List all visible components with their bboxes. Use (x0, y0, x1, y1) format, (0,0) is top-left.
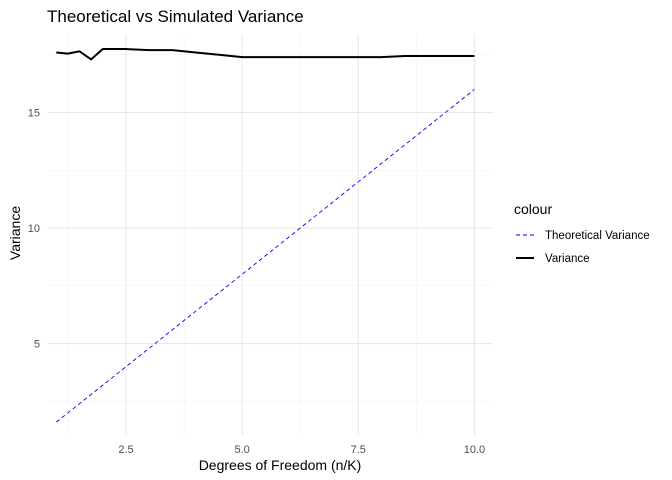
legend-entries: Theoretical Variance Variance (516, 230, 650, 265)
x-tick-label: 7.5 (351, 444, 366, 456)
y-axis-label: Variance (7, 206, 23, 260)
legend-entry: Variance (516, 253, 590, 265)
major-gridlines (47, 34, 493, 436)
x-tick-labels: 2.5 5.0 7.5 10.0 (118, 444, 485, 456)
legend-title: colour (514, 201, 552, 217)
y-tick-labels: 5 10 15 (28, 108, 40, 351)
legend: colour Theoretical Variance Variance (514, 201, 650, 265)
x-tick-label: 10.0 (464, 444, 485, 456)
x-tick-label: 2.5 (118, 444, 133, 456)
x-tick-label: 5.0 (234, 444, 249, 456)
legend-entry: Theoretical Variance (516, 230, 650, 242)
minor-gridlines (47, 34, 493, 436)
series-line-variance (56, 48, 475, 61)
y-tick-label: 10 (28, 223, 40, 235)
y-tick-label: 15 (28, 108, 40, 120)
series-layer (56, 48, 475, 423)
y-tick-label: 5 (34, 339, 40, 351)
chart-title: Theoretical vs Simulated Variance (47, 7, 304, 26)
series-line-theoretical-variance (56, 89, 475, 423)
legend-label: Variance (545, 253, 590, 265)
x-axis-label: Degrees of Freedom (n/K) (199, 457, 362, 473)
legend-label: Theoretical Variance (545, 230, 650, 242)
